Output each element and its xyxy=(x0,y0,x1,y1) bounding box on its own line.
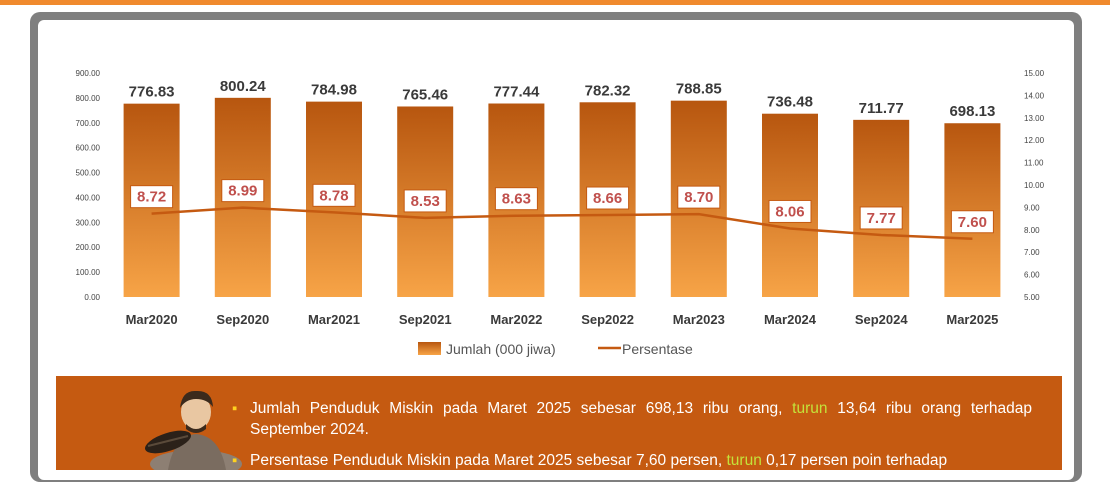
percentage-label-box xyxy=(859,206,903,230)
bar-value-label: 736.48 xyxy=(767,94,813,111)
percentage-label-box xyxy=(586,186,630,210)
right-axis-tick: 8.00 xyxy=(1024,226,1040,235)
percentage-label: 8.78 xyxy=(319,187,348,204)
bar-value-label: 777.44 xyxy=(493,84,540,101)
bar xyxy=(944,123,1001,298)
bullet-square-icon: ▪ xyxy=(232,452,238,469)
x-tick-label: Mar2021 xyxy=(308,312,360,327)
left-axis-tick: 700.00 xyxy=(76,119,101,128)
percentage-line xyxy=(151,206,973,241)
legend-bar-label: Jumlah (000 jiwa) xyxy=(446,341,556,357)
bullet-jumlah-highlight: turun xyxy=(792,400,828,417)
legend-line-label: Persentase xyxy=(622,341,693,357)
x-tick-label: Mar2024 xyxy=(764,312,817,327)
percentage-label: 7.60 xyxy=(958,214,987,231)
bar-value-label: 784.98 xyxy=(311,82,357,99)
left-axis-tick: 300.00 xyxy=(76,218,101,227)
right-axis-tick: 11.00 xyxy=(1024,159,1044,168)
bar-value-label: 788.85 xyxy=(676,81,722,98)
bar-value-label: 711.77 xyxy=(859,100,904,117)
left-axis-tick: 600.00 xyxy=(76,144,101,153)
percentage-label: 8.72 xyxy=(137,189,166,206)
bar-value-label: 698.13 xyxy=(949,103,995,120)
bar-value-label: 800.24 xyxy=(220,78,267,95)
percentage-label: 8.53 xyxy=(411,193,440,210)
x-tick-label: Mar2023 xyxy=(673,312,725,327)
poverty-chart: 0.00 100.00 200.00 300.00 400.00 500.00 600.00… xyxy=(76,69,1045,357)
percentage-label-box xyxy=(312,183,356,207)
bullet-jumlah: ▪ Jumlah Penduduk Miskin pada Maret 2025 … xyxy=(232,398,1032,440)
poor-man-illustration xyxy=(145,390,242,470)
left-axis-tick: 800.00 xyxy=(76,94,101,103)
chart-card: 0.00 100.00 200.00 300.00 400.00 500.00 600.00… xyxy=(30,12,1082,482)
left-axis-tick: 500.00 xyxy=(76,169,101,178)
right-axis-tick: 12.00 xyxy=(1024,136,1045,145)
bar-value-label: 765.46 xyxy=(402,86,448,103)
bullet-persentase-text-pre: Persentase Penduduk Miskin pada Maret 20… xyxy=(250,452,723,469)
x-tick-label: Sep2022 xyxy=(581,312,634,327)
right-axis-tick: 6.00 xyxy=(1024,271,1040,280)
bullet-jumlah-text-post: 13,64 ribu orang terhadap September 2024… xyxy=(250,400,1033,438)
percentage-label: 8.70 xyxy=(684,189,713,206)
bullet-jumlah-text-pre: Jumlah Penduduk Miskin pada Maret 2025 s… xyxy=(250,400,783,417)
percentage-label-box xyxy=(677,185,721,209)
x-tick-label: Mar2022 xyxy=(490,312,542,327)
bullet-persentase-text-post: 0,17 persen poin terhadap xyxy=(766,452,948,469)
percentage-label: 8.66 xyxy=(593,190,622,207)
right-axis-tick: 9.00 xyxy=(1024,203,1040,212)
legend-bar-swatch xyxy=(418,342,441,355)
top-accent-bar xyxy=(0,0,1110,5)
percentage-label: 8.06 xyxy=(775,203,804,220)
percentage-label-box xyxy=(950,210,994,234)
right-axis-tick: 10.00 xyxy=(1024,181,1045,190)
bar-value-label: 776.83 xyxy=(129,84,175,101)
right-axis-tick: 15.00 xyxy=(1024,69,1045,78)
left-axis-tick: 100.00 xyxy=(76,268,101,277)
bar-value-label: 782.32 xyxy=(585,82,631,99)
percentage-label: 8.63 xyxy=(502,191,531,208)
percentage-label: 8.99 xyxy=(228,183,257,200)
x-tick-label: Mar2020 xyxy=(126,312,178,327)
percentage-label-box xyxy=(130,185,174,209)
percentage-label: 7.77 xyxy=(867,210,896,227)
percentage-label-box xyxy=(768,199,812,223)
right-axis-tick: 14.00 xyxy=(1024,91,1045,100)
x-tick-label: Sep2024 xyxy=(855,312,909,327)
info-panel: ▪ Jumlah Penduduk Miskin pada Maret 2025 … xyxy=(56,376,1062,470)
right-axis-tick: 5.00 xyxy=(1024,293,1040,302)
left-axis-tick: 400.00 xyxy=(76,193,101,202)
left-axis-tick: 200.00 xyxy=(76,243,101,252)
left-axis-tick: 900.00 xyxy=(76,69,101,78)
right-axis-tick: 7.00 xyxy=(1024,248,1040,257)
percentage-label-box xyxy=(221,179,265,203)
bullet-persentase-highlight: turun xyxy=(726,452,762,469)
x-tick-label: Mar2025 xyxy=(946,312,998,327)
percentage-label-box xyxy=(403,189,447,213)
bullet-persentase: ▪ Persentase Penduduk Miskin pada Maret 2… xyxy=(232,450,1032,471)
x-tick-label: Sep2021 xyxy=(399,312,452,327)
percentage-label-box xyxy=(494,187,538,211)
x-tick-label: Sep2020 xyxy=(216,312,269,327)
left-axis-tick: 0.00 xyxy=(84,293,100,302)
bullet-square-icon: ▪ xyxy=(232,400,238,417)
right-axis-tick: 13.00 xyxy=(1024,114,1045,123)
